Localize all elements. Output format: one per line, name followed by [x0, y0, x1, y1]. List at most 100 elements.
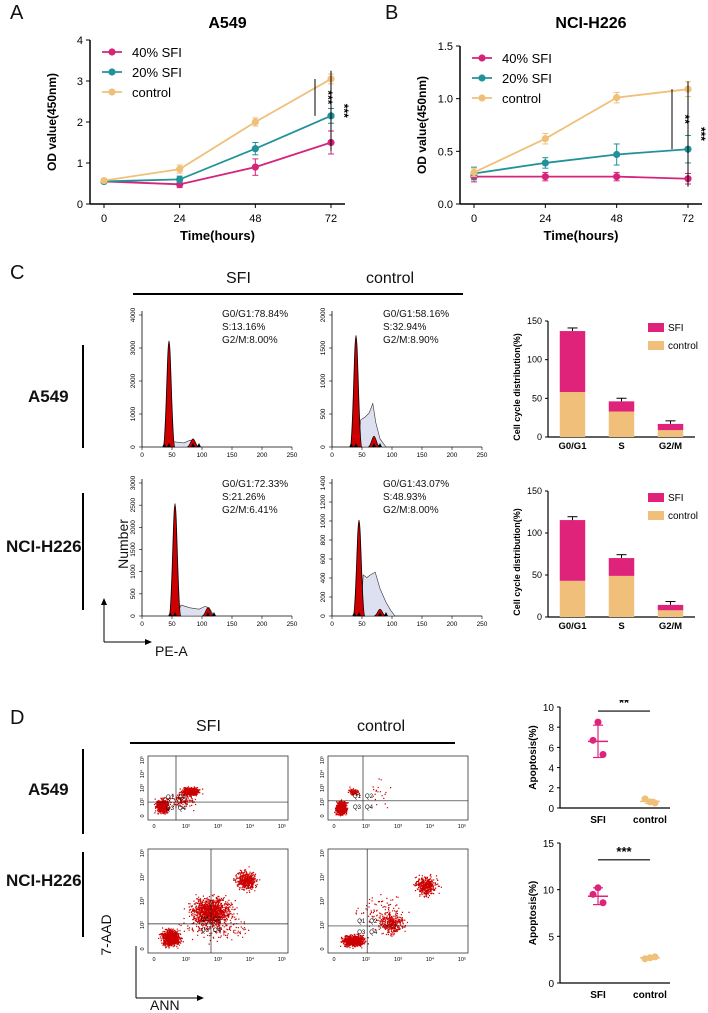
data-point: [651, 799, 659, 807]
x-tick-label: 10³: [214, 957, 222, 963]
bar-chart-h226: 0 50 100 150 Cell cycle distribution(%) G0/G1…: [512, 486, 698, 632]
c-col-sfi: SFI: [226, 270, 251, 287]
x-tick-label: 48: [611, 213, 623, 225]
y-tick-label: 2500: [130, 498, 137, 513]
x-tick-label: 10⁴: [426, 823, 435, 830]
y-tick-label: 10: [543, 886, 555, 897]
y-tick-label: 200: [320, 591, 327, 602]
x-tick-label: 10⁵: [278, 823, 286, 830]
x-tick-label: 100: [387, 621, 398, 628]
gate-marker: [197, 443, 201, 447]
g1-peak: [162, 340, 176, 448]
g1-peak: [168, 503, 182, 617]
d-axis-indicator: [135, 946, 204, 1001]
data-point: [594, 718, 602, 726]
y-tick-label: 0: [77, 199, 83, 211]
y-tick-label: 8: [548, 723, 554, 734]
y-tick-label: 0: [130, 614, 137, 618]
quadrant-label-q1: Q1: [357, 919, 366, 925]
y-axis-title: Apoptosis(%): [528, 725, 539, 789]
gate-marker: [378, 612, 382, 616]
data-point: [613, 150, 621, 159]
gate-marker: [206, 612, 210, 616]
gate-marker: [378, 443, 382, 447]
y-tick-label: 15: [543, 839, 555, 850]
gate-marker: [384, 612, 388, 616]
quadrant-label-q2: Q2: [369, 919, 378, 925]
y-tick-label: 3000: [130, 475, 137, 490]
y-tick-label: 1200: [320, 494, 327, 509]
bar-sfi: [657, 423, 684, 431]
y-axis-title: OD value(450nm): [45, 73, 59, 171]
gate-marker: [173, 612, 177, 616]
histogram-h226-control: 0 200 400 600 800 1000 1200 1400 0 50 100 150 200 250: [320, 475, 488, 628]
x-tick-label: G0/G1: [559, 621, 588, 632]
data-point: [613, 173, 621, 181]
c-header-rule: [133, 293, 463, 295]
x-tick-label: 10⁵: [458, 956, 466, 963]
x-tick-label: S: [618, 621, 624, 632]
y-tick-label: 10²: [140, 921, 146, 929]
y-tick-label: 2000: [320, 307, 327, 322]
y-tick-label: 0: [320, 614, 327, 618]
y-tick-label: 500: [320, 408, 327, 419]
y-tick-label: 0: [140, 814, 146, 817]
x-tick-label: 48: [249, 213, 261, 225]
y-tick-label: 2000: [130, 520, 137, 535]
data-point: [251, 163, 259, 171]
y-tick-label: 10²: [320, 798, 326, 806]
y-tick-label: 10⁵: [139, 849, 146, 857]
d-header-rule: [130, 742, 455, 744]
x-tick-label: G2/M: [659, 621, 682, 632]
bar-chart-a549: 0 50 100 150 Cell cycle distribution(%) G0/G1…: [512, 316, 698, 452]
x-tick-label: 10²: [182, 957, 190, 963]
y-tick-label: 50: [532, 393, 542, 403]
x-tick-label: 250: [477, 621, 488, 628]
quadrant-label-q4: Q4: [178, 806, 187, 812]
c-row-bar-h226: [82, 493, 84, 610]
legend-label: 20% SFI: [502, 71, 552, 86]
legend-marker: [478, 94, 486, 102]
series-line: [474, 175, 689, 180]
y-tick-label: 4000: [130, 307, 137, 322]
d-x-axis-label: ANN: [150, 997, 180, 1013]
y-axis-title: Cell cycle distribution(%): [512, 508, 522, 616]
gate-marker: [191, 443, 195, 447]
event-cloud: [158, 866, 261, 949]
chart-title: A549: [208, 15, 246, 32]
y-tick-label: 150: [527, 316, 542, 326]
y-tick-label: 0: [537, 432, 542, 442]
bar-sfi: [559, 520, 586, 581]
event-cloud: [334, 778, 392, 817]
y-tick-label: 2: [548, 784, 554, 795]
data-point: [541, 135, 549, 143]
x-axis-title: Time(hours): [544, 228, 619, 243]
series-line: [103, 141, 332, 186]
x-tick-label: 0: [330, 452, 334, 459]
x-tick-label: control: [633, 990, 667, 1001]
d-col-control: control: [357, 718, 406, 735]
data-point: [589, 736, 597, 744]
stats-h226-sfi: G0/G1:72.33% S:21.26% G2/M:6.41%: [222, 479, 289, 516]
d-row-label-a549: A549: [28, 780, 69, 799]
y-tick-label: 1000: [320, 373, 327, 388]
legend-label: SFI: [668, 323, 684, 334]
x-tick-label: 200: [447, 621, 458, 628]
data-point: [594, 884, 602, 892]
line-chart-nci-h226: NCI-H226 0.0 0.5 1.0 1.5 0 24 48 72 Time(hours) OD…: [415, 15, 708, 243]
x-tick-label: S: [618, 441, 624, 452]
y-tick-label: 1500: [320, 340, 327, 355]
y-tick-label: 0.5: [438, 146, 453, 158]
y-tick-label: 1: [77, 158, 83, 170]
data-point: [613, 94, 621, 102]
data-point: [651, 953, 659, 961]
bar-sfi: [608, 558, 635, 576]
legend-marker: [108, 68, 116, 76]
stats-h226-control: G0/G1:43.07% S:48.93% G2/M:8.00%: [383, 479, 450, 516]
x-tick-label: 150: [417, 452, 428, 459]
y-tick-label: 0: [130, 445, 137, 449]
gate-marker: [352, 612, 357, 616]
quadrant-label-q3: Q3: [201, 928, 210, 934]
quadrant-label-q3: Q3: [353, 805, 362, 811]
